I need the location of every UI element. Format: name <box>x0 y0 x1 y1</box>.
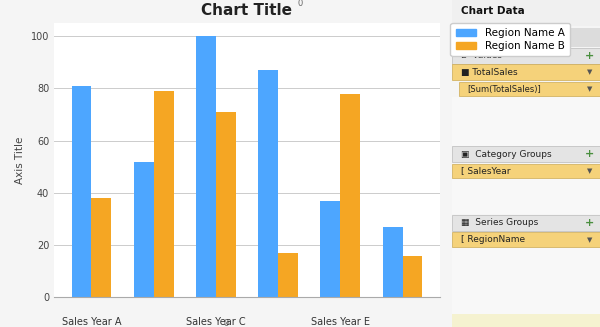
FancyBboxPatch shape <box>452 248 600 314</box>
Bar <box>134 162 154 297</box>
FancyBboxPatch shape <box>452 146 600 162</box>
Text: ▼: ▼ <box>587 168 592 174</box>
Text: ■ TotalSales: ■ TotalSales <box>461 68 518 77</box>
Y-axis label: Axis Title: Axis Title <box>15 137 25 184</box>
Text: [ RegionName: [ RegionName <box>461 235 525 244</box>
FancyBboxPatch shape <box>452 28 600 47</box>
Bar <box>216 112 236 297</box>
Bar <box>340 94 360 297</box>
Text: ☐: ☐ <box>464 33 472 43</box>
Text: Chart Data: Chart Data <box>461 7 524 16</box>
Text: ▦  Series Groups: ▦ Series Groups <box>461 218 538 227</box>
Bar <box>278 253 298 297</box>
FancyBboxPatch shape <box>452 179 600 214</box>
Bar <box>383 227 403 297</box>
Bar <box>196 36 216 297</box>
Text: ▼: ▼ <box>587 69 592 75</box>
FancyBboxPatch shape <box>452 48 600 64</box>
Text: ●: ● <box>518 35 525 41</box>
Text: ▼: ▼ <box>587 86 592 92</box>
FancyBboxPatch shape <box>452 164 600 178</box>
Title: Chart Title: Chart Title <box>202 3 293 18</box>
Text: [ SalesYear: [ SalesYear <box>461 166 511 176</box>
Bar <box>258 70 278 297</box>
Text: Σ  Values: Σ Values <box>461 51 502 60</box>
Bar <box>71 86 91 297</box>
Text: ▣  Category Groups: ▣ Category Groups <box>461 149 551 159</box>
FancyBboxPatch shape <box>452 64 600 80</box>
Bar <box>320 201 340 297</box>
Text: Sales Year A: Sales Year A <box>62 317 121 327</box>
Bar <box>91 198 112 297</box>
Text: +: + <box>585 149 594 159</box>
Text: Sales Year E: Sales Year E <box>311 317 370 327</box>
FancyBboxPatch shape <box>460 82 600 96</box>
Legend: Region Name A, Region Name B: Region Name A, Region Name B <box>451 23 570 56</box>
Text: 0: 0 <box>298 0 302 9</box>
Text: +: + <box>585 218 594 228</box>
Text: [Sum(TotalSales)]: [Sum(TotalSales)] <box>467 85 541 94</box>
FancyBboxPatch shape <box>452 0 600 26</box>
Text: 0: 0 <box>223 318 229 327</box>
FancyBboxPatch shape <box>452 232 600 247</box>
FancyBboxPatch shape <box>452 215 600 231</box>
Text: ×: × <box>544 33 552 43</box>
Text: +: + <box>585 51 594 61</box>
Bar <box>403 256 422 297</box>
Bar <box>154 91 173 297</box>
Text: ▼: ▼ <box>587 237 592 243</box>
FancyBboxPatch shape <box>452 314 600 327</box>
Text: ●: ● <box>493 35 500 41</box>
Text: Sales Year C: Sales Year C <box>186 317 246 327</box>
FancyBboxPatch shape <box>452 97 600 146</box>
